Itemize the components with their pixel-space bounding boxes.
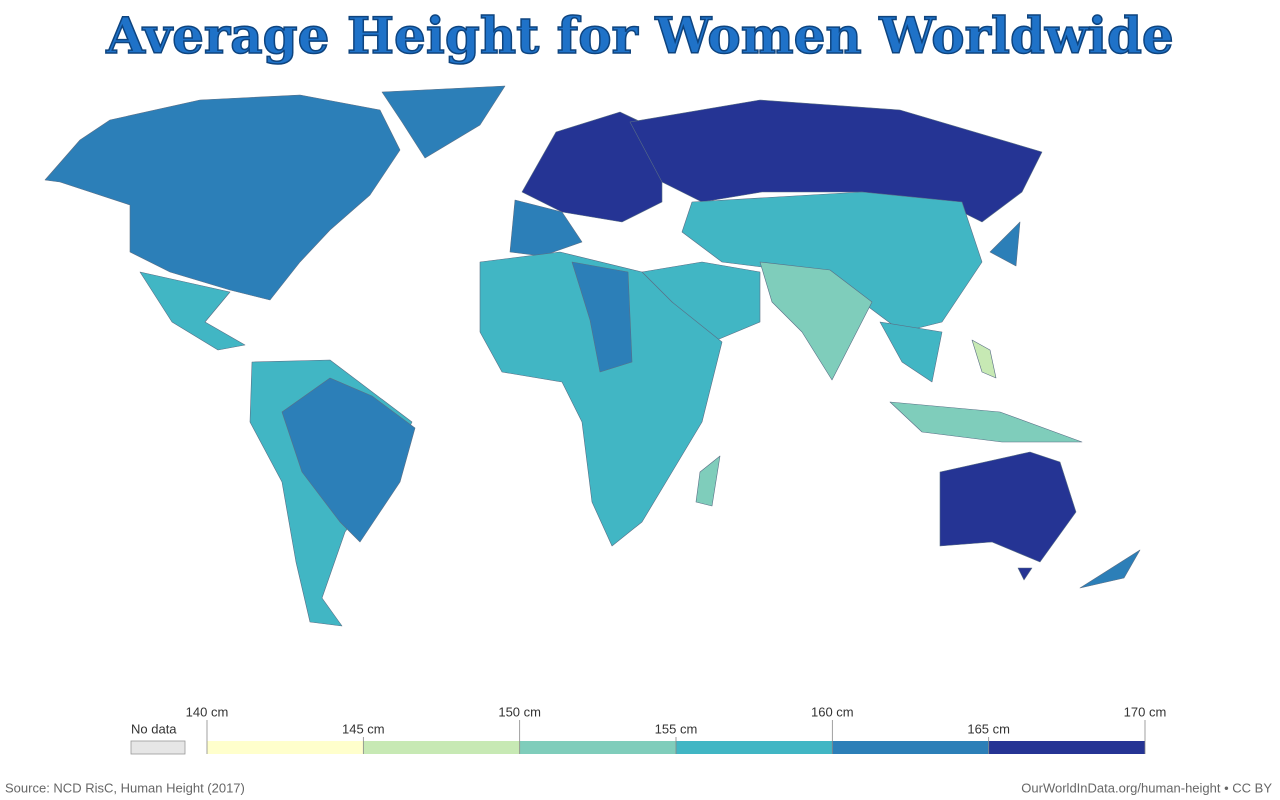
legend-tick-label: 145 cm [342, 721, 385, 736]
central-america [139, 271, 246, 351]
no-data-label: No data [131, 721, 177, 736]
legend-tick-label: 160 cm [811, 704, 854, 719]
northern-europe [521, 111, 663, 223]
legend-bin [363, 741, 520, 754]
legend: No data 140 cm 145 cm 150 cm 155 cm 160 cm 16… [130, 704, 1167, 755]
legend-bin [832, 741, 989, 754]
legend-tick-label: 150 cm [498, 704, 541, 719]
legend-tick-label: 140 cm [186, 704, 229, 719]
indonesia [889, 401, 1083, 443]
japan [989, 221, 1021, 267]
new-zealand [1079, 549, 1141, 589]
southeast-asia [879, 321, 943, 383]
tasmania [1017, 567, 1033, 581]
no-data-swatch [130, 740, 186, 755]
legend-tick-label: 155 cm [655, 721, 698, 736]
greenland [381, 85, 506, 159]
source: Source: NCD RisC, Human Height (2017) [5, 780, 245, 795]
legend-tick-label: 165 cm [967, 721, 1010, 736]
world-map [44, 85, 1141, 627]
philippines [971, 339, 997, 379]
legend-bin [676, 741, 833, 754]
south-asia [759, 261, 873, 381]
legend-tick-label: 170 cm [1124, 704, 1167, 719]
legend-bin [519, 741, 676, 754]
title: Average Height for Women Worldwide [105, 6, 1173, 65]
url: OurWorldInData.org/human-height • CC BY [1021, 780, 1272, 795]
africa [479, 251, 723, 547]
legend-bin [207, 741, 364, 754]
madagascar [695, 455, 721, 507]
western-europe [509, 199, 583, 257]
north-america [44, 94, 401, 301]
australia [939, 451, 1077, 563]
sahel [571, 261, 633, 373]
brazil [281, 377, 416, 543]
legend-bin [988, 741, 1145, 754]
